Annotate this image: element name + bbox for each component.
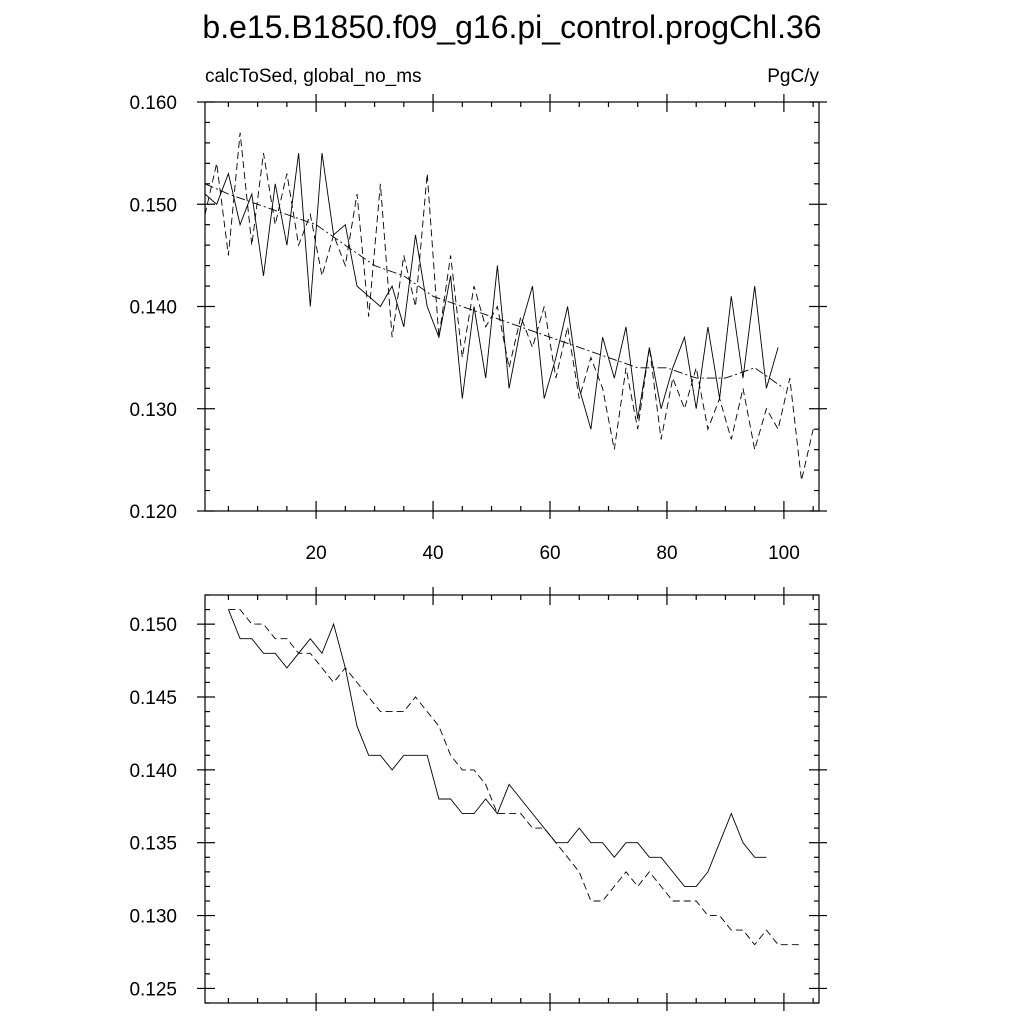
top-panel-left-label: calcToSed, global_no_ms (205, 66, 422, 87)
top-series-line-1 (204, 153, 779, 430)
bottom-series-line-1 (227, 609, 767, 887)
top-x-tick-label: 40 (422, 543, 443, 564)
bottom-panel-ticks: 0.150 0.145 0.140 0.135 0.130 0.125 (129, 587, 827, 1011)
top-x-tick-label: 20 (306, 543, 327, 564)
top-panel: calcToSed, global_no_ms PgC/y 20 40 60 80 10… (129, 66, 827, 564)
bottom-panel-series (227, 609, 802, 946)
top-y-tick-label: 0.120 (129, 502, 177, 523)
bottom-y-tick-label: 0.145 (129, 688, 177, 709)
top-y-tick-label: 0.130 (129, 400, 177, 421)
top-x-tick-label: 60 (539, 543, 560, 564)
bottom-y-tick-label: 0.130 (129, 907, 177, 928)
chart-title: b.e15.B1850.f09_g16.pi_control.progChl.3… (202, 9, 821, 45)
top-y-tick-label: 0.160 (129, 93, 177, 114)
bottom-y-tick-label: 0.150 (129, 615, 177, 636)
top-series-line-2 (204, 132, 814, 481)
top-panel-series (204, 132, 814, 481)
top-panel-ticks: 20 40 60 80 100 0.160 0.150 0.140 0.130 0.120 (129, 93, 827, 564)
top-x-tick-label: 100 (768, 543, 800, 564)
bottom-panel-frame (204, 594, 820, 1004)
top-x-tick-label: 80 (656, 543, 677, 564)
top-series-line-3 (204, 183, 785, 389)
bottom-panel: 0.150 0.145 0.140 0.135 0.130 0.125 (129, 587, 827, 1011)
bottom-y-tick-label: 0.125 (129, 979, 177, 1000)
bottom-series-line-2 (228, 609, 802, 946)
bottom-y-tick-label: 0.135 (129, 834, 177, 855)
top-y-tick-label: 0.140 (129, 298, 177, 319)
bottom-y-tick-label: 0.140 (129, 761, 177, 782)
top-panel-right-label: PgC/y (767, 66, 819, 87)
top-y-tick-label: 0.150 (129, 195, 177, 216)
